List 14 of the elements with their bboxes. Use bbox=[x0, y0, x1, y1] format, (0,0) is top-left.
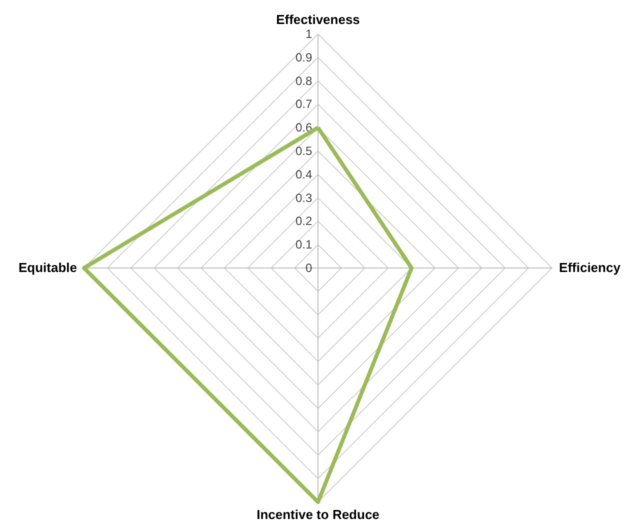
spoke-label: Equitable bbox=[18, 260, 77, 275]
y-tick-label: 0.7 bbox=[295, 97, 312, 112]
y-tick-label: 0.9 bbox=[295, 50, 312, 64]
spoke-label: Incentive to Reduce bbox=[256, 507, 380, 522]
y-tick-label: 0.4 bbox=[295, 167, 312, 182]
spoke-label: Efficiency bbox=[559, 260, 622, 275]
y-tick-label: 1 bbox=[305, 27, 312, 41]
y-tick-label: 0.1 bbox=[295, 238, 312, 252]
y-tick-label: 0.5 bbox=[295, 144, 312, 158]
y-tick-label: 0.2 bbox=[295, 214, 312, 228]
y-tick-label: 0.3 bbox=[295, 190, 312, 205]
y-tick-label: 0.8 bbox=[295, 74, 312, 88]
spoke-label: Effectiveness bbox=[276, 12, 360, 27]
y-tick-label: 0 bbox=[305, 261, 312, 275]
